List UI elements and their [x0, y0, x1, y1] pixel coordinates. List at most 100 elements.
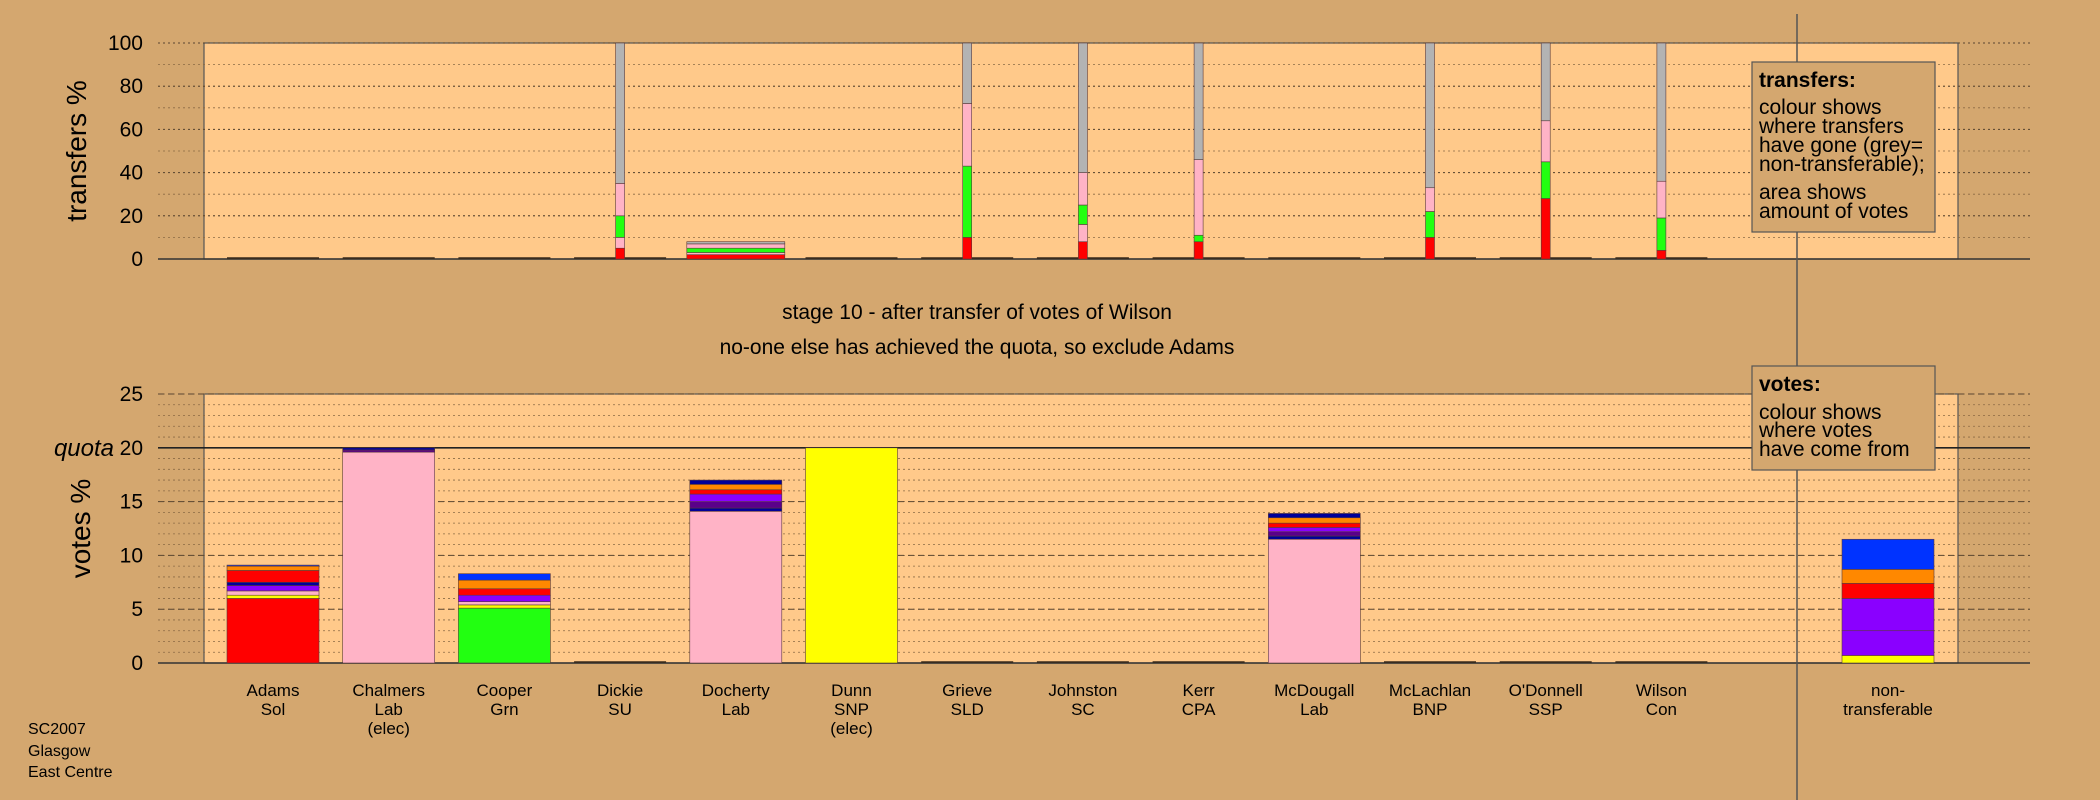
votes-bar-segment	[458, 594, 551, 602]
candidate-label: McLachlan BNP	[1389, 681, 1471, 719]
transfers-bar-segment	[615, 215, 625, 238]
candidate-label: O'Donnell SSP	[1509, 681, 1583, 719]
candidate-label-line: SSP	[1529, 700, 1563, 719]
votes-bar-segment	[1268, 531, 1361, 537]
votes-plot-area	[203, 393, 1959, 664]
candidate-label-line: McDougall	[1274, 681, 1354, 700]
votes-bar-segment	[1841, 630, 1935, 656]
votes-bar-segment	[226, 585, 320, 592]
candidate-label: Chalmers Lab (elec)	[352, 681, 425, 738]
votes-legend: votes: colour shows where votes have com…	[1751, 365, 1936, 471]
transfers-y-tick-label: 100	[108, 32, 143, 55]
transfers-y-tick-label: 60	[120, 118, 143, 141]
candidate-label-line: Con	[1646, 700, 1677, 719]
transfers-bar-segment	[1193, 42, 1204, 160]
candidate-label-line: Sol	[261, 700, 286, 719]
candidate-label-line: Adams	[247, 681, 300, 700]
votes-y-tick-label: 20	[120, 437, 143, 460]
transfers-bar-segment	[615, 247, 625, 260]
transfers-bar-segment	[1540, 42, 1551, 122]
transfers-bar-segment	[615, 42, 625, 184]
transfers-y-tick-label: 0	[131, 248, 143, 271]
votes-bar-segment	[689, 510, 783, 664]
candidate-label: McDougall Lab	[1274, 681, 1354, 719]
votes-bar-segment	[342, 447, 436, 451]
candidate-label: Kerr CPA	[1182, 681, 1216, 719]
votes-bar-segment	[689, 507, 783, 512]
stage-line-1: stage 10 - after transfer of votes of Wi…	[782, 301, 1172, 324]
votes-bar-segment	[805, 447, 898, 664]
votes-bar-segment	[1841, 598, 1935, 632]
transfers-bar-segment	[1078, 204, 1088, 225]
transfers-bar-segment	[1193, 234, 1204, 243]
transfers-bar-segment	[1656, 42, 1667, 182]
candidate-label: Dunn SNP (elec)	[830, 681, 873, 738]
votes-bar-segment	[226, 594, 320, 599]
votes-bar-segment	[689, 501, 783, 509]
transfers-bar-segment	[1540, 120, 1551, 163]
votes-bar-segment	[1268, 513, 1361, 519]
transfers-bar-segment	[1425, 42, 1435, 189]
transfers-bar-segment	[1540, 198, 1551, 260]
transfers-legend: transfers: colour shows where transfers …	[1751, 61, 1936, 233]
footer-election: SC2007	[28, 721, 86, 738]
votes-bar-segment	[226, 590, 320, 596]
votes-bar-segment	[458, 604, 551, 609]
candidate-label-line: Wilson	[1636, 681, 1687, 700]
transfers-legend-title: transfers:	[1759, 69, 1856, 92]
candidate-label: Grieve SLD	[942, 681, 992, 719]
transfers-y-tick-label: 80	[120, 75, 143, 98]
transfers-legend-line: have gone (grey=	[1759, 134, 1923, 157]
votes-y-tick-label: 15	[120, 491, 143, 514]
transfers-legend-line: amount of votes	[1759, 200, 1908, 223]
votes-bar-segment	[1268, 527, 1361, 533]
candidate-label-line: O'Donnell	[1509, 681, 1583, 700]
candidate-label-line: Dickie	[597, 681, 643, 700]
candidate-label-line: (elec)	[830, 719, 873, 738]
votes-legend-line: where votes	[1758, 419, 1872, 442]
transfers-bar-segment	[1656, 180, 1667, 219]
candidate-label-line: (elec)	[367, 719, 410, 738]
transfers-y-tick-label: 40	[120, 162, 143, 185]
votes-legend-title: votes:	[1759, 373, 1821, 396]
transfers-bar-segment	[1193, 159, 1204, 236]
votes-bar-segment	[226, 564, 320, 567]
votes-bar-segment	[1841, 583, 1935, 599]
candidate-label: Johnston SC	[1048, 681, 1117, 719]
candidate-label-line: Lab	[375, 700, 403, 719]
transfers-bar-segment	[615, 183, 625, 217]
transfers-bar-segment	[1078, 172, 1088, 206]
transfers-bar-segment	[1078, 241, 1088, 260]
quota-label: quota	[54, 435, 114, 462]
candidate-label-line: non-	[1871, 681, 1905, 700]
votes-bar-segment	[1268, 517, 1361, 524]
votes-legend-line: have come from	[1759, 438, 1910, 461]
transfers-chart: 0 20 40 60 80 100 transfers %	[61, 32, 2030, 271]
votes-bar-segment	[1268, 535, 1361, 540]
candidate-label-line: CPA	[1182, 700, 1216, 719]
votes-bar-segment	[689, 489, 783, 495]
transfers-bar-segment	[686, 252, 786, 255]
candidate-label-line: Johnston	[1048, 681, 1117, 700]
votes-bar-segment	[458, 601, 551, 606]
transfers-bar-segment	[686, 241, 786, 245]
candidate-label: Cooper Grn	[477, 681, 533, 719]
candidate-label-line: transferable	[1843, 700, 1933, 719]
votes-bar-segment	[342, 449, 436, 453]
candidate-label-line: SLD	[951, 700, 984, 719]
candidate-label-line: SC	[1071, 700, 1095, 719]
candidate-label-line: Grieve	[942, 681, 992, 700]
transfers-bar-segment	[962, 103, 973, 167]
votes-bar-segment	[458, 573, 551, 581]
transfers-legend-line: colour shows	[1759, 96, 1882, 119]
votes-bar-segment	[458, 579, 551, 590]
votes-bar-segment	[342, 451, 436, 664]
transfers-y-tick-label: 20	[120, 205, 143, 228]
candidate-label: Wilson Con	[1636, 681, 1687, 719]
transfers-bar-segment	[1193, 241, 1204, 260]
transfers-bar-segment	[686, 243, 786, 249]
votes-bar-segment	[1268, 522, 1361, 528]
votes-bar-segment	[458, 588, 551, 596]
transfers-bar-segment	[1540, 161, 1551, 199]
votes-bar-segment	[689, 479, 783, 485]
